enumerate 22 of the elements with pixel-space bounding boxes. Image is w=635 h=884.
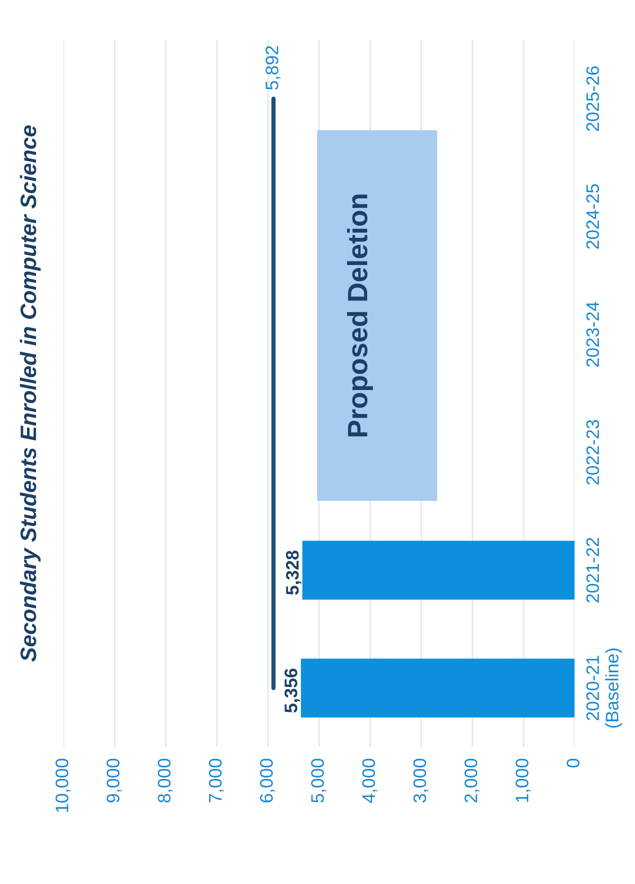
y-tick-label: 2021-22 xyxy=(586,538,600,602)
x-tick-label: 3,000 xyxy=(413,758,428,803)
x-tick-label: 8,000 xyxy=(158,758,173,802)
y-tick-label: 2025-26 xyxy=(586,66,600,131)
data-label: 5,328 xyxy=(286,550,302,595)
x-tick-label: 7,000 xyxy=(208,758,224,802)
y-tick-label: 2023-24 xyxy=(586,302,600,367)
data-label: 5,356 xyxy=(284,668,300,713)
x-tick-label: 0 xyxy=(566,758,580,768)
x-tick-label: 2,000 xyxy=(464,758,480,802)
x-tick-label: 4,000 xyxy=(362,758,378,803)
annotation: Proposed Deletion xyxy=(347,194,373,436)
x-tick-label: 9,000 xyxy=(106,758,122,802)
x-tick-label: 10,000 xyxy=(56,758,70,812)
text: Secondary Students Enrolled in Computer Science xyxy=(20,125,41,662)
y-tick-label: 2024-25 xyxy=(586,184,600,249)
y-tick-label: 2020-21 (Baseline) xyxy=(586,648,622,728)
data-label: 5,892 xyxy=(266,46,280,90)
y-tick-label: 2022-23 xyxy=(586,420,600,485)
x-tick-label: 1,000 xyxy=(516,758,531,802)
x-tick-label: 5,000 xyxy=(311,758,326,803)
x-tick-label: 6,000 xyxy=(260,758,275,802)
